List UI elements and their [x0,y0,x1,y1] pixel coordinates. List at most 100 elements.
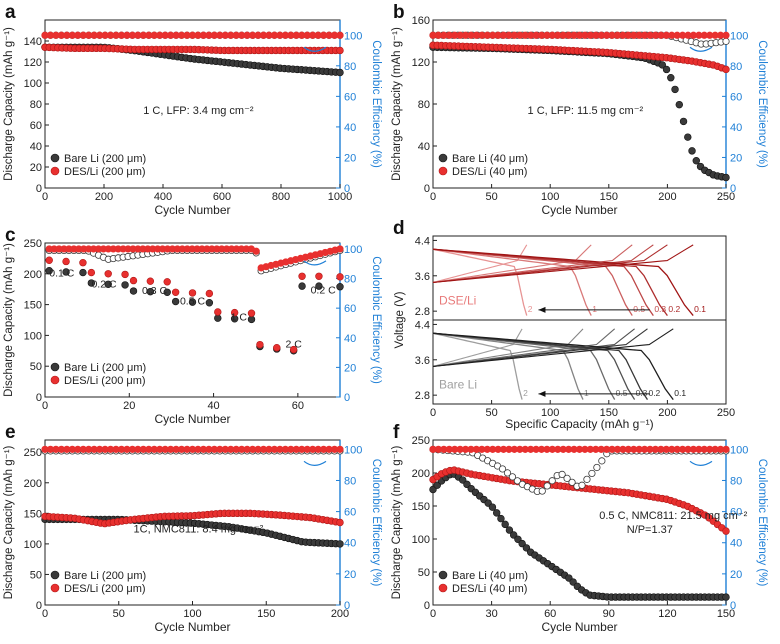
rate-label: 0.1 [694,304,706,314]
ce-point [252,247,260,255]
y-tick-label: 2.8 [415,306,430,318]
y-tick-label: 0 [424,183,430,195]
y-tick-label: 250 [24,238,42,250]
y-axis-title: Voltage (V) [394,291,406,348]
y-tick-label: 120 [24,57,42,69]
capacity-point [205,289,214,298]
y-tick-label: 20 [30,162,42,174]
subplot-label: DSE/Li [439,294,476,308]
capacity-point [87,268,96,277]
panel-b: b0 50 100 150 200 25004080120160020406080100C… [391,2,768,217]
y-axis-title: Discharge Capacity (mAh g⁻¹) [3,243,15,397]
y2-tick-label: 100 [344,244,362,256]
y-tick-label: 0 [36,183,42,195]
y2-tick-label: 60 [730,91,742,103]
ce-point [598,457,606,465]
y-tick-label: 150 [412,501,430,513]
capacity-point [662,65,671,74]
capacity-point [315,272,323,280]
legend-marker [438,570,448,580]
discharge-curve [432,332,674,400]
legend-label: Bare Li (40 μm) [452,153,528,165]
capacity-point [722,527,730,535]
capacity-point [146,277,155,285]
capacity-point [336,68,344,77]
series-ce-red [41,31,344,39]
y-tick-label: 200 [24,478,42,490]
y2-tick-label: 20 [344,152,356,164]
capacity-point [315,282,323,290]
capacity-point [256,340,264,349]
rate-label: 1 [592,304,597,314]
y2-tick-label: 0 [344,392,350,404]
x-tick-label: 60 [292,400,304,412]
rate-label: 0.2 [668,304,680,314]
annotation-np: N/P=1.37 [627,524,673,536]
x-tick-label: 400 [154,191,172,203]
rate-label: 1 C [231,312,248,324]
legend-label: Bare Li (200 μm) [64,570,146,582]
capacity-point [188,289,197,297]
capacity-point [336,518,344,527]
arrowhead-icon [538,390,546,397]
y2-tick-label: 100 [730,30,748,42]
panel-a: a0 200 400 600 800 10000204060801001201400204… [3,2,382,217]
legend-marker [438,153,448,163]
rate-label: 0.2 C [311,285,337,297]
capacity-point [205,299,214,307]
x-tick-label: 20 [123,400,135,412]
y2-tick-label: 80 [730,61,742,73]
capacity-point [247,315,256,324]
capacity-point [667,74,675,82]
capacity-point [273,344,281,352]
y-tick-label: 200 [412,468,430,480]
y2-tick-label: 80 [344,475,356,487]
y-tick-label: 100 [24,539,42,551]
y-tick-label: 0 [36,600,42,612]
capacity-point [488,503,497,511]
y-tick-label: 40 [418,141,430,153]
x-tick-label: 200 [95,191,113,203]
capacity-point [121,281,129,289]
y2-tick-label: 100 [344,444,362,456]
capacity-point [688,147,696,155]
rate-label: 0.5 [616,388,628,398]
x-tick-label: 0 [42,400,48,412]
x-tick-label: 250 [717,191,735,203]
y-tick-label: 3.6 [415,271,430,283]
ce-point [538,487,546,495]
y-tick-label: 200 [24,269,42,281]
x-tick-label: 200 [331,608,349,620]
x-axis-title: Cycle Number [154,620,230,634]
y2-axis-title: Coulombic Efficiency (%) [370,459,382,587]
x-tick-label: 0 [430,608,436,620]
x-tick-label: 100 [541,191,559,203]
y2-axis-title: Coulombic Efficiency (%) [370,256,382,384]
y-tick-label: 4.4 [415,319,430,331]
x-tick-label: 150 [600,191,618,203]
capacity-point [163,278,171,286]
rate-label: 0.3 [654,304,666,314]
ce-point [568,478,576,486]
rate-label: 0.1 [674,388,686,398]
y-tick-label: 100 [24,78,42,90]
x-axis-title: Specific Capacity (mAh g⁻¹) [505,417,653,431]
legend-label: DES/Li (40 μm) [452,166,527,178]
legend-marker [50,583,60,593]
y-tick-label: 4.4 [415,235,430,247]
y2-tick-label: 60 [344,507,356,519]
charge-curve [432,244,528,283]
y-axis-title: Discharge Capacity (mAh g⁻¹) [391,27,403,181]
ce-point [336,445,344,453]
discharge-curve [432,332,523,400]
capacity-point [492,509,501,517]
rate-label: 2 C [285,339,302,351]
legend-marker [50,570,60,580]
y-tick-label: 120 [412,57,430,69]
y-tick-label: 80 [30,99,42,111]
y-tick-label: 80 [418,99,430,111]
y2-tick-label: 0 [730,600,736,612]
series-ce-red [429,31,730,39]
capacity-point [45,256,53,264]
ce-point [498,465,507,473]
